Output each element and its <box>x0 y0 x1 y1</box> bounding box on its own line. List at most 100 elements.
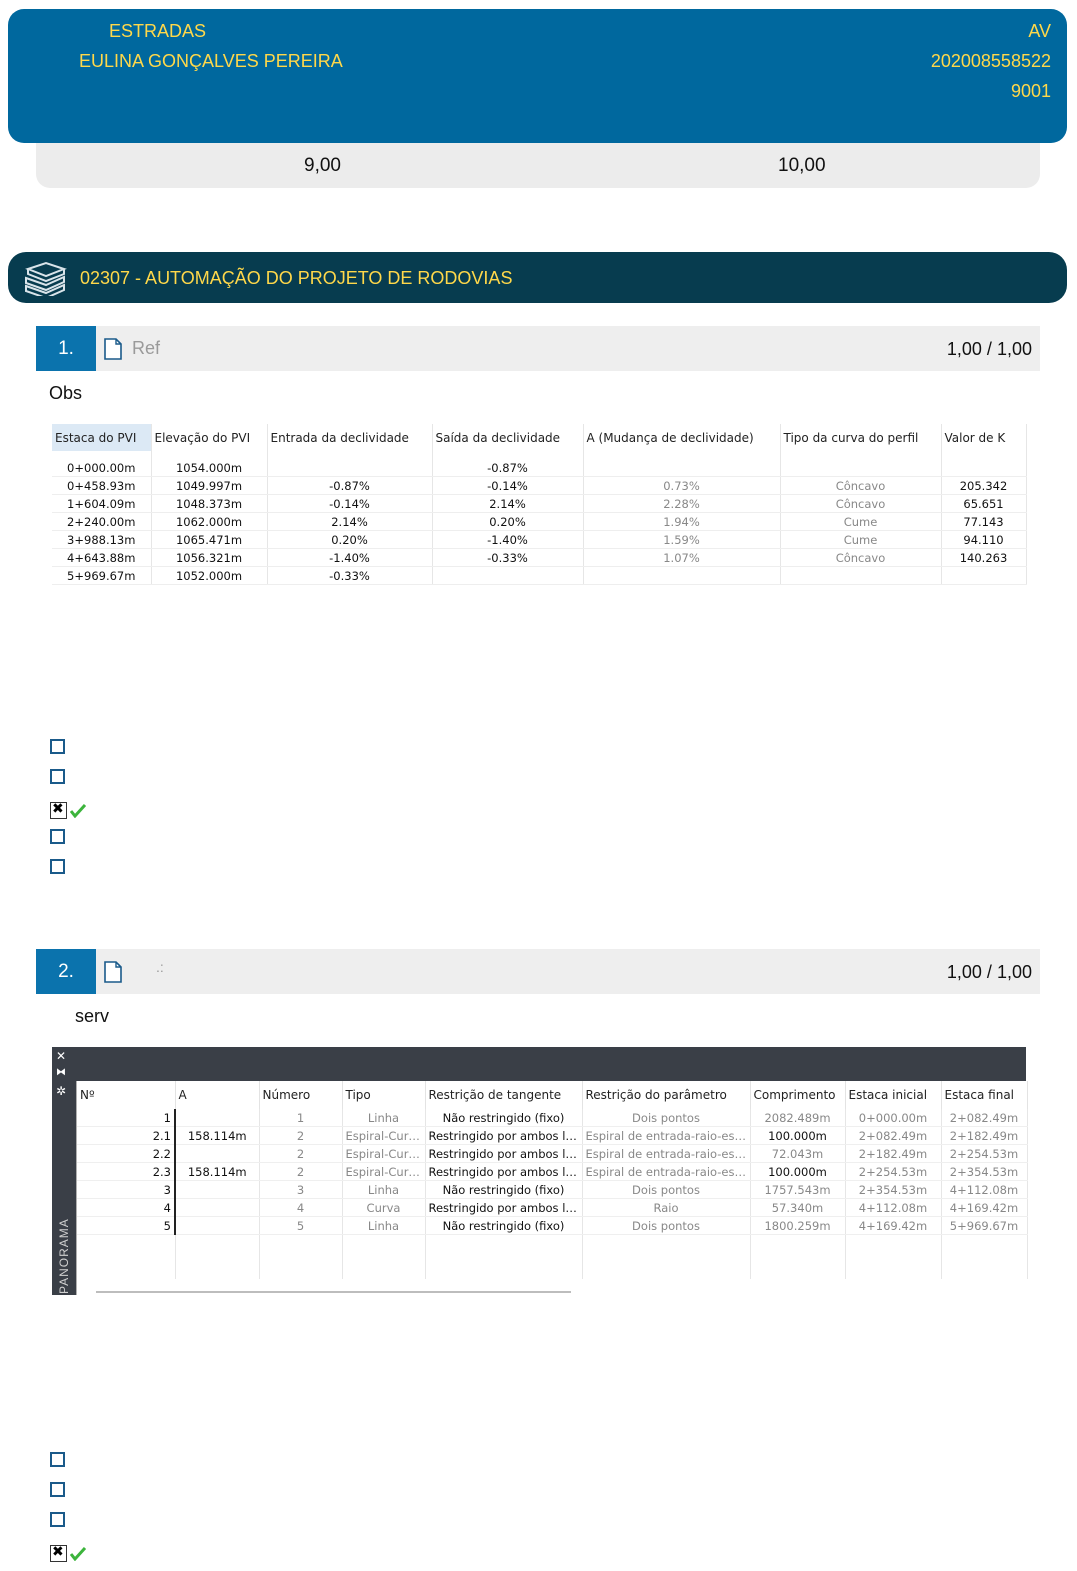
table-cell <box>941 566 1027 585</box>
grade-value: 9,00 <box>304 155 341 176</box>
answer-checkbox[interactable] <box>50 829 65 844</box>
table-cell: 2+254.53m <box>845 1162 942 1181</box>
column-header: Estaca final <box>941 1081 1028 1109</box>
answer-checkbox[interactable] <box>50 769 65 784</box>
column-header: Valor de K <box>941 424 1027 451</box>
table-cell: 2+254.53m <box>941 1144 1028 1163</box>
horizontal-scrollbar[interactable] <box>96 1291 571 1293</box>
pin-icon[interactable]: ⧓ <box>56 1067 66 1078</box>
table-row: 0+000.00m 1054.000m -0.87% <box>52 459 1027 477</box>
table-cell: 100.000m <box>750 1162 846 1181</box>
table-row: 3 3 Linha Não restringido (fixo) Dois pontos… <box>77 1180 1028 1199</box>
table-cell: Espiral de entrada-raio-espir… <box>582 1126 751 1145</box>
alignment-table-wrap: Nº A Número Tipo Restrição de tangente Restri… <box>76 1081 1028 1295</box>
table-cell: Cume <box>780 530 942 549</box>
table-cell: 1757.543m <box>750 1180 846 1199</box>
table-cell: 0+000.00m <box>845 1109 942 1127</box>
table-cell: 4+112.08m <box>845 1198 942 1217</box>
table-cell <box>583 459 781 477</box>
table-cell: 94.110 <box>941 530 1027 549</box>
table-cell <box>175 1144 260 1163</box>
table-cell: -0.33% <box>267 566 433 585</box>
table-cell <box>175 1180 260 1199</box>
table-cell: 1056.321m <box>151 548 268 567</box>
answer-checkbox[interactable] <box>50 1512 65 1527</box>
answer-checkbox[interactable] <box>50 1452 65 1467</box>
score-max: 1,00 <box>996 339 1032 359</box>
answer-checkbox-checked[interactable]: ✖ <box>50 1544 67 1562</box>
table-cell: 72.043m <box>750 1144 846 1163</box>
question-obs: serv <box>75 1006 110 1026</box>
column-header: Estaca inicial <box>845 1081 942 1109</box>
table-row: 2+240.00m 1062.000m 2.14% 0.20% 1.94% Cume 77.… <box>52 512 1027 531</box>
course-title: 02307 - AUTOMAÇÃO DO PROJETO DE RODOVIAS <box>80 268 513 288</box>
answer-checkbox-checked[interactable]: ✖ <box>50 801 67 819</box>
table-cell: Linha <box>342 1180 426 1199</box>
score-separator: / <box>986 962 992 982</box>
table-row: 5 5 Linha Não restringido (fixo) Dois pontos… <box>77 1216 1028 1235</box>
table-cell: 140.263 <box>941 548 1027 567</box>
table-cell: 158.114m <box>175 1162 260 1181</box>
pvi-table: Estaca do PVI Elevação do PVI Entrada da d… <box>52 424 1027 585</box>
student-name: EULINA GONÇALVES PEREIRA <box>79 51 343 71</box>
registration-number: 202008558522 <box>930 51 1051 71</box>
document-icon[interactable] <box>104 961 122 983</box>
table-cell: 1054.000m <box>151 459 268 477</box>
table-cell: 0.20% <box>432 512 584 531</box>
table-row: 0+458.93m 1049.997m -0.87% -0.14% 0.73% Cônca… <box>52 476 1027 495</box>
column-header: Elevação do PVI <box>151 424 268 451</box>
table-cell: Linha <box>342 1109 426 1127</box>
table-cell: 1.07% <box>583 548 781 567</box>
exam-header: ESTRADAS EULINA GONÇALVES PEREIRA AV 202… <box>8 9 1067 143</box>
table-cell: 2+354.53m <box>845 1180 942 1199</box>
exam-type: AV <box>1028 21 1051 41</box>
settings-icon[interactable]: ✲ <box>56 1084 67 1098</box>
table-cell: -0.87% <box>432 459 584 477</box>
question-ref: Ref <box>132 338 161 358</box>
x-mark-icon: ✖ <box>52 1544 64 1560</box>
table-cell: -0.14% <box>432 476 584 495</box>
table-cell: 5+969.67m <box>941 1216 1028 1235</box>
table-row: 2.1 158.114m 2 Espiral-Curv… Restringido por… <box>77 1126 1028 1145</box>
grade-max: 10,00 <box>778 155 826 176</box>
table-cell: -1.40% <box>432 530 584 549</box>
table-cell: 1.94% <box>583 512 781 531</box>
table-cell: 1800.259m <box>750 1216 846 1235</box>
close-icon[interactable]: ✕ <box>56 1049 67 1063</box>
table-cell: Não restringido (fixo) <box>425 1109 583 1127</box>
subject-name: ESTRADAS <box>109 21 207 41</box>
table-header-row: Estaca do PVI Elevação do PVI Entrada da d… <box>52 424 1027 451</box>
answer-checkbox[interactable] <box>50 859 65 874</box>
answer-checkbox[interactable] <box>50 1482 65 1497</box>
column-header: Restrição de tangente <box>425 1081 583 1109</box>
table-cell: 5+969.67m <box>52 566 152 585</box>
panorama-titlebar <box>52 1047 1026 1081</box>
column-header: A <box>175 1081 260 1109</box>
table-cell: 2+182.49m <box>941 1126 1028 1145</box>
table-spacer <box>52 451 1027 459</box>
table-cell: Côncavo <box>780 548 942 567</box>
table-cell <box>583 566 781 585</box>
table-cell: Dois pontos <box>582 1216 751 1235</box>
table-cell: 5 <box>77 1216 176 1235</box>
table-cell: 1065.471m <box>151 530 268 549</box>
table-cell: 2.28% <box>583 494 781 513</box>
x-mark-icon: ✖ <box>52 801 64 817</box>
column-header: Entrada da declividade <box>267 424 433 451</box>
table-cell: Raio <box>582 1198 751 1217</box>
class-code: 9001 <box>1010 81 1051 101</box>
table-cell: 1 <box>77 1109 176 1127</box>
document-icon[interactable] <box>104 338 122 360</box>
table-cell <box>780 566 942 585</box>
question-score: 1,00 / 1,00 <box>947 962 1032 983</box>
table-cell: 0.20% <box>267 530 433 549</box>
answer-checkbox[interactable] <box>50 739 65 754</box>
table-cell <box>175 1109 260 1127</box>
table-cell <box>432 566 584 585</box>
pvi-table-screenshot: Estaca do PVI Elevação do PVI Entrada da d… <box>52 424 1027 585</box>
table-header-row: Nº A Número Tipo Restrição de tangente Restri… <box>77 1081 1028 1109</box>
table-cell: Curva <box>342 1198 426 1217</box>
table-cell: Côncavo <box>780 476 942 495</box>
table-cell: 2.3 <box>77 1162 176 1181</box>
table-row: 2.3 158.114m 2 Espiral-Curv… Restringido por… <box>77 1162 1028 1181</box>
